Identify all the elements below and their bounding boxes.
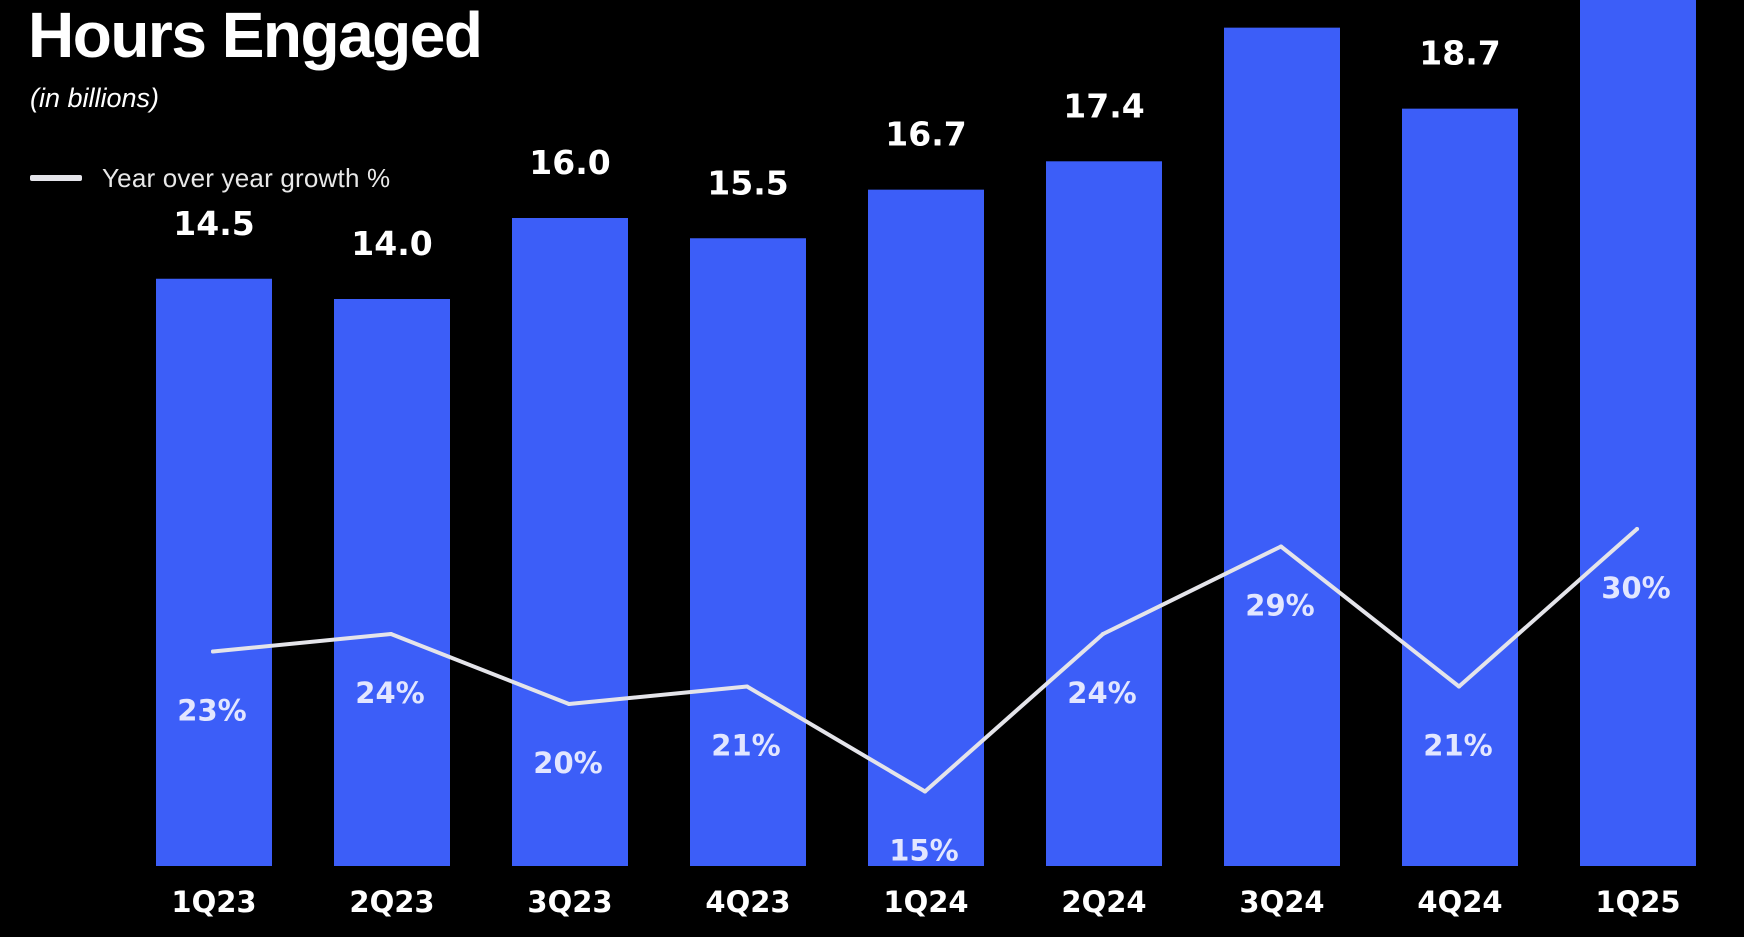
bar-value-label-4q23: 15.5 (707, 163, 788, 202)
growth-point-1q23 (211, 649, 215, 654)
x-tick-3q24: 3Q24 (1239, 885, 1324, 919)
growth-label-1q23: 23% (177, 694, 246, 728)
bar-1q25 (1580, 0, 1696, 866)
bar-value-label-2q23: 14.0 (351, 224, 432, 263)
bar-3q23 (512, 218, 628, 866)
growth-label-1q24: 15% (889, 834, 958, 868)
bar-3q24 (1224, 27, 1340, 866)
bar-value-label-1q24: 16.7 (885, 115, 966, 154)
growth-point-3q23 (567, 702, 571, 706)
chart-subtitle: (in billions) (30, 83, 160, 113)
bar-1q24 (868, 189, 984, 866)
bar-value-label-3q23: 16.0 (529, 143, 610, 182)
bar-4q24 (1402, 108, 1518, 866)
bar-2q24 (1046, 161, 1162, 867)
x-tick-2q24: 2Q24 (1061, 885, 1146, 919)
x-tick-4q23: 4Q23 (705, 885, 790, 919)
bar-4q23 (690, 238, 806, 866)
x-tick-3q23: 3Q23 (527, 885, 612, 919)
legend-label: Year over year growth % (102, 162, 391, 193)
growth-label-3q24: 29% (1245, 589, 1314, 623)
growth-point-4q24 (1457, 684, 1461, 689)
bar-2q23 (334, 299, 450, 866)
x-tick-2q23: 2Q23 (349, 885, 434, 919)
growth-label-4q23: 21% (711, 729, 780, 763)
growth-point-4q23 (745, 684, 749, 689)
bar-value-label-4q24: 18.7 (1419, 34, 1500, 73)
labels-layer: 14.5 1Q23 23% 14.0 2Q23 24% 16.0 3Q23 20% 15.5 4Q2… (171, 34, 1680, 919)
x-tick-1q25: 1Q25 (1595, 885, 1680, 919)
growth-label-3q23: 20% (533, 746, 602, 780)
legend-line-swatch (30, 175, 82, 181)
bar-value-label-2q24: 17.4 (1063, 86, 1144, 125)
growth-label-2q23: 24% (355, 676, 424, 710)
growth-point-1q24 (923, 789, 927, 794)
x-tick-1q23: 1Q23 (171, 885, 256, 919)
growth-line-layer (211, 527, 1639, 794)
growth-point-1q25 (1635, 527, 1639, 531)
growth-point-2q23 (389, 632, 393, 636)
x-tick-4q24: 4Q24 (1417, 885, 1502, 919)
growth-label-2q24: 24% (1067, 676, 1136, 710)
x-tick-1q24: 1Q24 (883, 885, 968, 919)
legend: Year over year growth % (30, 160, 390, 196)
bar-value-label-1q23: 14.5 (173, 204, 254, 243)
growth-label-1q25: 30% (1601, 571, 1670, 605)
bars-layer (156, 0, 1696, 867)
growth-point-3q24 (1279, 544, 1283, 549)
growth-label-4q24: 21% (1423, 729, 1492, 763)
growth-point-2q24 (1101, 632, 1105, 636)
bar-1q23 (156, 278, 272, 866)
chart-title: Hours Engaged (28, 0, 483, 71)
